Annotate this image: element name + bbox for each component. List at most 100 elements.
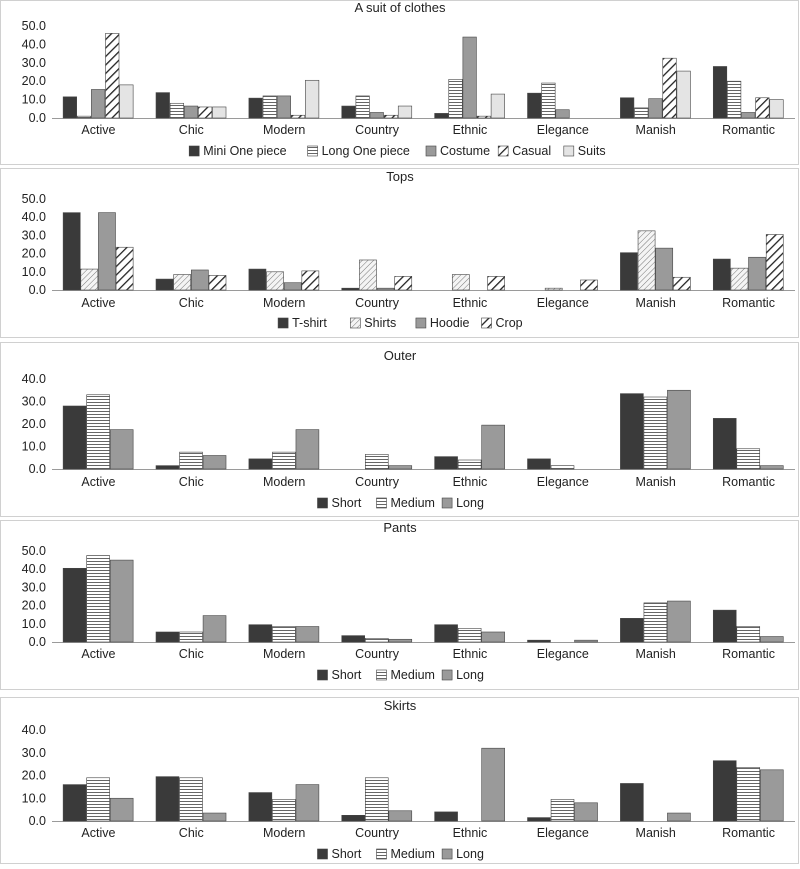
bar <box>86 555 110 643</box>
legend-swatch <box>317 497 328 509</box>
x-tick-label: Manish <box>636 296 676 310</box>
bar <box>527 92 542 119</box>
bar <box>574 639 598 643</box>
panel-frame <box>0 168 799 338</box>
x-tick-label: Country <box>355 826 400 840</box>
x-tick-label: Ethnic <box>453 123 488 137</box>
x-tick-label: Modern <box>263 475 305 489</box>
x-tick-label: Modern <box>263 826 305 840</box>
x-tick-label: Ethnic <box>453 647 488 661</box>
x-tick-label: Active <box>81 475 115 489</box>
panel-frame <box>0 342 799 517</box>
x-tick-label: Chic <box>179 475 204 489</box>
bar <box>574 802 598 822</box>
legend-swatch <box>307 145 318 157</box>
bar <box>388 810 413 822</box>
bar <box>248 458 273 470</box>
bar <box>490 93 505 119</box>
bar <box>620 97 635 119</box>
bar <box>341 635 365 643</box>
bar <box>62 212 81 291</box>
y-tick-label: 10.0 <box>22 791 46 805</box>
bar <box>741 112 756 119</box>
y-tick-label: 0.0 <box>29 814 46 828</box>
bar <box>712 418 737 470</box>
chart-panel: Tops 0.0 10.0 20.0 30.0 40.0 50.0 Active Chic Mod… <box>0 168 799 338</box>
bar <box>109 797 134 822</box>
legend-swatch <box>497 145 509 157</box>
bar <box>169 102 184 119</box>
bar <box>662 57 677 119</box>
legend-swatch <box>481 317 492 329</box>
x-tick-label: Romantic <box>722 826 775 840</box>
bar <box>643 396 668 470</box>
bar <box>341 815 365 822</box>
bar <box>105 33 120 119</box>
bar <box>487 276 505 291</box>
bar <box>476 115 491 119</box>
bar <box>736 767 761 822</box>
bar <box>248 268 267 291</box>
bar <box>673 276 691 291</box>
bar <box>434 811 458 822</box>
bar <box>388 638 413 643</box>
bar <box>655 247 674 291</box>
x-tick-label: Elegance <box>537 647 589 661</box>
bar <box>544 287 563 291</box>
bar <box>290 114 306 119</box>
chart-title: A suit of clothes <box>354 0 446 15</box>
bar <box>369 112 384 119</box>
x-tick-label: Romantic <box>722 296 775 310</box>
bar <box>91 89 106 119</box>
bar <box>359 259 377 291</box>
y-tick-label: 20.0 <box>22 247 46 261</box>
legend-swatch <box>415 317 427 329</box>
bar <box>462 36 477 119</box>
x-tick-label: Elegance <box>537 296 589 310</box>
bar <box>272 799 296 822</box>
y-tick-label: 20.0 <box>22 599 46 613</box>
y-tick-label: 30.0 <box>22 395 46 409</box>
bar <box>86 394 110 470</box>
bar <box>481 747 505 822</box>
bar <box>109 429 134 470</box>
bar <box>62 405 87 470</box>
bar <box>527 817 551 822</box>
bar <box>183 105 199 119</box>
bar <box>262 95 277 119</box>
legend-swatch <box>563 145 575 157</box>
x-tick-label: Active <box>81 647 115 661</box>
y-tick-label: 20.0 <box>22 74 46 88</box>
bar <box>364 777 389 822</box>
x-tick-label: Elegance <box>537 475 589 489</box>
y-tick-label: 50.0 <box>22 19 46 33</box>
bar <box>248 792 273 822</box>
legend-swatch <box>376 497 387 509</box>
bar <box>355 95 370 119</box>
bar <box>202 812 227 822</box>
bar <box>769 99 784 119</box>
bar <box>198 106 213 119</box>
bar <box>202 455 227 470</box>
legend-label: T-shirt <box>292 316 327 330</box>
legend-label: Hoodie <box>430 316 470 330</box>
bar <box>202 615 227 643</box>
bar <box>295 626 320 643</box>
x-tick-label: Manish <box>636 647 676 661</box>
legend-label: Long <box>456 496 484 510</box>
legend-swatch <box>188 145 200 157</box>
y-tick-label: 40.0 <box>22 372 46 386</box>
bar <box>388 465 413 470</box>
x-tick-label: Modern <box>263 296 305 310</box>
bar <box>305 79 320 119</box>
bar <box>727 80 742 119</box>
legend-label: Short <box>332 668 362 682</box>
bar <box>80 268 99 291</box>
bar <box>637 230 656 291</box>
bar <box>755 97 770 119</box>
bar <box>283 282 302 291</box>
bar <box>394 276 413 291</box>
bar <box>155 776 180 822</box>
x-tick-label: Elegance <box>537 826 589 840</box>
bar <box>634 107 649 119</box>
